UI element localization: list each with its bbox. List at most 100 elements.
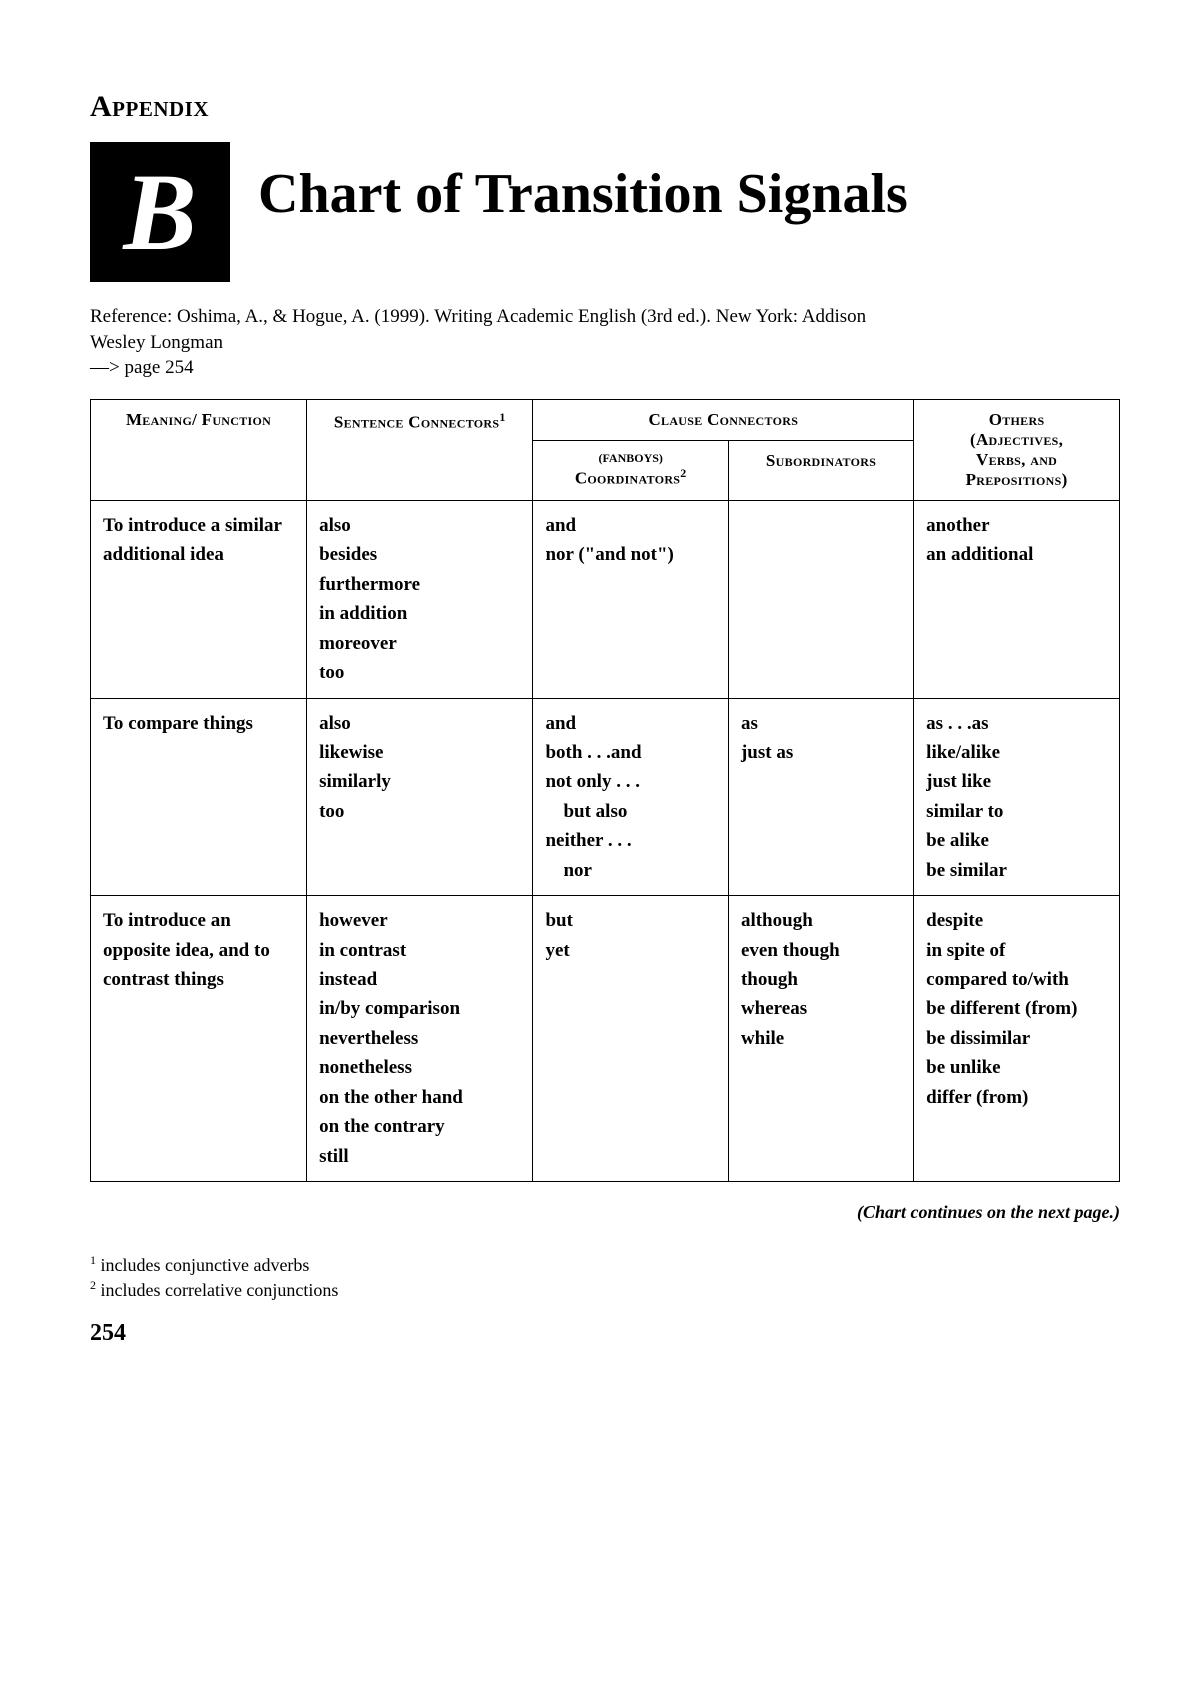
meaning-cell: To introduce an opposite idea, and to co… bbox=[91, 896, 307, 1182]
cell-line: be unlike bbox=[926, 1053, 1107, 1082]
header-meaning: Meaning/ Function bbox=[91, 399, 307, 500]
reference-block: Reference: Oshima, A., & Hogue, A. (1999… bbox=[90, 304, 1120, 381]
text-segment: things bbox=[169, 969, 223, 990]
others-cell: despitein spite ofcompared to/withbe dif… bbox=[914, 896, 1120, 1182]
cell-line: To introduce an bbox=[103, 906, 294, 935]
cell-line: besides bbox=[319, 540, 520, 569]
cell-line: be similar bbox=[926, 856, 1107, 885]
coordinators-cell: andboth . . .andnot only . . .but alsone… bbox=[533, 698, 729, 896]
cell-line: nonetheless bbox=[319, 1053, 520, 1082]
cell-line: moreover bbox=[319, 629, 520, 658]
text-segment: compare bbox=[128, 713, 198, 734]
appendix-letter-badge: B bbox=[90, 142, 230, 282]
cell-line: on the contrary bbox=[319, 1112, 520, 1141]
coordinators-cell: andnor ("and not") bbox=[533, 500, 729, 698]
cell-line: instead bbox=[319, 965, 520, 994]
cell-line: still bbox=[319, 1142, 520, 1171]
transition-signals-table: Meaning/ Function Sentence Connectors1 C… bbox=[90, 399, 1120, 1182]
cell-line: in addition bbox=[319, 599, 520, 628]
cell-line: but bbox=[545, 906, 716, 935]
header-text: Sentence Connectors bbox=[334, 413, 500, 432]
text-segment: To introduce a similar bbox=[103, 515, 282, 536]
cell-line: as . . .as bbox=[926, 709, 1107, 738]
meaning-cell: To compare things bbox=[91, 698, 307, 896]
cell-line: also bbox=[319, 511, 520, 540]
cell-line: nor bbox=[545, 856, 716, 885]
cell-line: though bbox=[741, 965, 901, 994]
cell-line: additional idea bbox=[103, 540, 294, 569]
cell-line: another bbox=[926, 511, 1107, 540]
text-segment: additional bbox=[103, 544, 185, 565]
reference-line: —> page 254 bbox=[90, 355, 1120, 381]
cell-line: although bbox=[741, 906, 901, 935]
header-sub-text: (FANBOYS) bbox=[545, 451, 716, 466]
text-segment: opposite bbox=[103, 940, 171, 961]
cell-line: be different (from) bbox=[926, 994, 1107, 1023]
cell-line: in/by comparison bbox=[319, 994, 520, 1023]
cell-line: To introduce a similar bbox=[103, 511, 294, 540]
subordinators-cell: althougheven thoughthoughwhereaswhile bbox=[728, 896, 913, 1182]
page-number: 254 bbox=[90, 1320, 1120, 1347]
cell-line: on the other hand bbox=[319, 1083, 520, 1112]
cell-line: whereas bbox=[741, 994, 901, 1023]
sentence-connectors-cell: howeverin contrastinsteadin/by compariso… bbox=[307, 896, 533, 1182]
cell-line: yet bbox=[545, 936, 716, 965]
text-segment: things bbox=[199, 713, 253, 734]
text-segment: idea, and to bbox=[171, 940, 270, 961]
cell-line: opposite idea, and to bbox=[103, 936, 294, 965]
footnote: 2 includes correlative conjunctions bbox=[90, 1278, 1120, 1302]
header-text: Verbs, and bbox=[926, 450, 1107, 470]
cell-line: like/alike bbox=[926, 738, 1107, 767]
header-sentence-connectors: Sentence Connectors1 bbox=[307, 399, 533, 500]
cell-line: an additional bbox=[926, 540, 1107, 569]
coordinators-cell: butyet bbox=[533, 896, 729, 1182]
table-row: To introduce a similar additional ideaal… bbox=[91, 500, 1120, 698]
header-text: Others bbox=[926, 410, 1107, 430]
cell-line: and bbox=[545, 709, 716, 738]
cell-line: even though bbox=[741, 936, 901, 965]
cell-line: in spite of bbox=[926, 936, 1107, 965]
cell-line: neither . . . bbox=[545, 826, 716, 855]
cell-line: similarly bbox=[319, 767, 520, 796]
cell-line: likewise bbox=[319, 738, 520, 767]
cell-line: compared to/with bbox=[926, 965, 1107, 994]
title-row: B Chart of Transition Signals bbox=[90, 142, 1120, 282]
header-text: Coordinators bbox=[575, 469, 680, 488]
sentence-connectors-cell: alsolikewisesimilarlytoo bbox=[307, 698, 533, 896]
table-row: To compare things alsolikewisesimilarlyto… bbox=[91, 698, 1120, 896]
cell-line: not only . . . bbox=[545, 767, 716, 796]
cell-line: nor ("and not") bbox=[545, 540, 716, 569]
cell-line: differ (from) bbox=[926, 1083, 1107, 1112]
header-text: (Adjectives, bbox=[926, 430, 1107, 450]
cell-line: similar to bbox=[926, 797, 1107, 826]
meaning-cell: To introduce a similar additional idea bbox=[91, 500, 307, 698]
cell-line: To compare things bbox=[103, 709, 294, 738]
superscript: 1 bbox=[499, 410, 505, 424]
cell-line: and bbox=[545, 511, 716, 540]
header-subordinators: Subordinators bbox=[728, 441, 913, 500]
header-coordinators: (FANBOYS) Coordinators2 bbox=[533, 441, 729, 500]
cell-line: both . . .and bbox=[545, 738, 716, 767]
appendix-label: Appendix bbox=[90, 90, 1120, 124]
cell-line: furthermore bbox=[319, 570, 520, 599]
cell-line: contrast things bbox=[103, 965, 294, 994]
superscript: 2 bbox=[680, 466, 686, 480]
text-segment: idea bbox=[185, 544, 224, 565]
sentence-connectors-cell: alsobesidesfurthermorein additionmoreove… bbox=[307, 500, 533, 698]
header-text: Prepositions) bbox=[926, 470, 1107, 490]
header-clause-connectors: Clause Connectors bbox=[533, 399, 914, 441]
footnotes: 1 includes conjunctive adverbs 2 include… bbox=[90, 1253, 1120, 1302]
text-segment: To bbox=[103, 713, 128, 734]
cell-line: be dissimilar bbox=[926, 1024, 1107, 1053]
others-cell: anotheran additional bbox=[914, 500, 1120, 698]
cell-line: be alike bbox=[926, 826, 1107, 855]
footnote-text: includes conjunctive adverbs bbox=[96, 1255, 309, 1275]
cell-line: too bbox=[319, 797, 520, 826]
reference-line: Wesley Longman bbox=[90, 330, 1120, 356]
cell-line: just as bbox=[741, 738, 901, 767]
table-row: To introduce an opposite idea, and to co… bbox=[91, 896, 1120, 1182]
header-others: Others (Adjectives, Verbs, and Prepositi… bbox=[914, 399, 1120, 500]
footnote: 1 includes conjunctive adverbs bbox=[90, 1253, 1120, 1277]
cell-line: nevertheless bbox=[319, 1024, 520, 1053]
cell-line: in contrast bbox=[319, 936, 520, 965]
